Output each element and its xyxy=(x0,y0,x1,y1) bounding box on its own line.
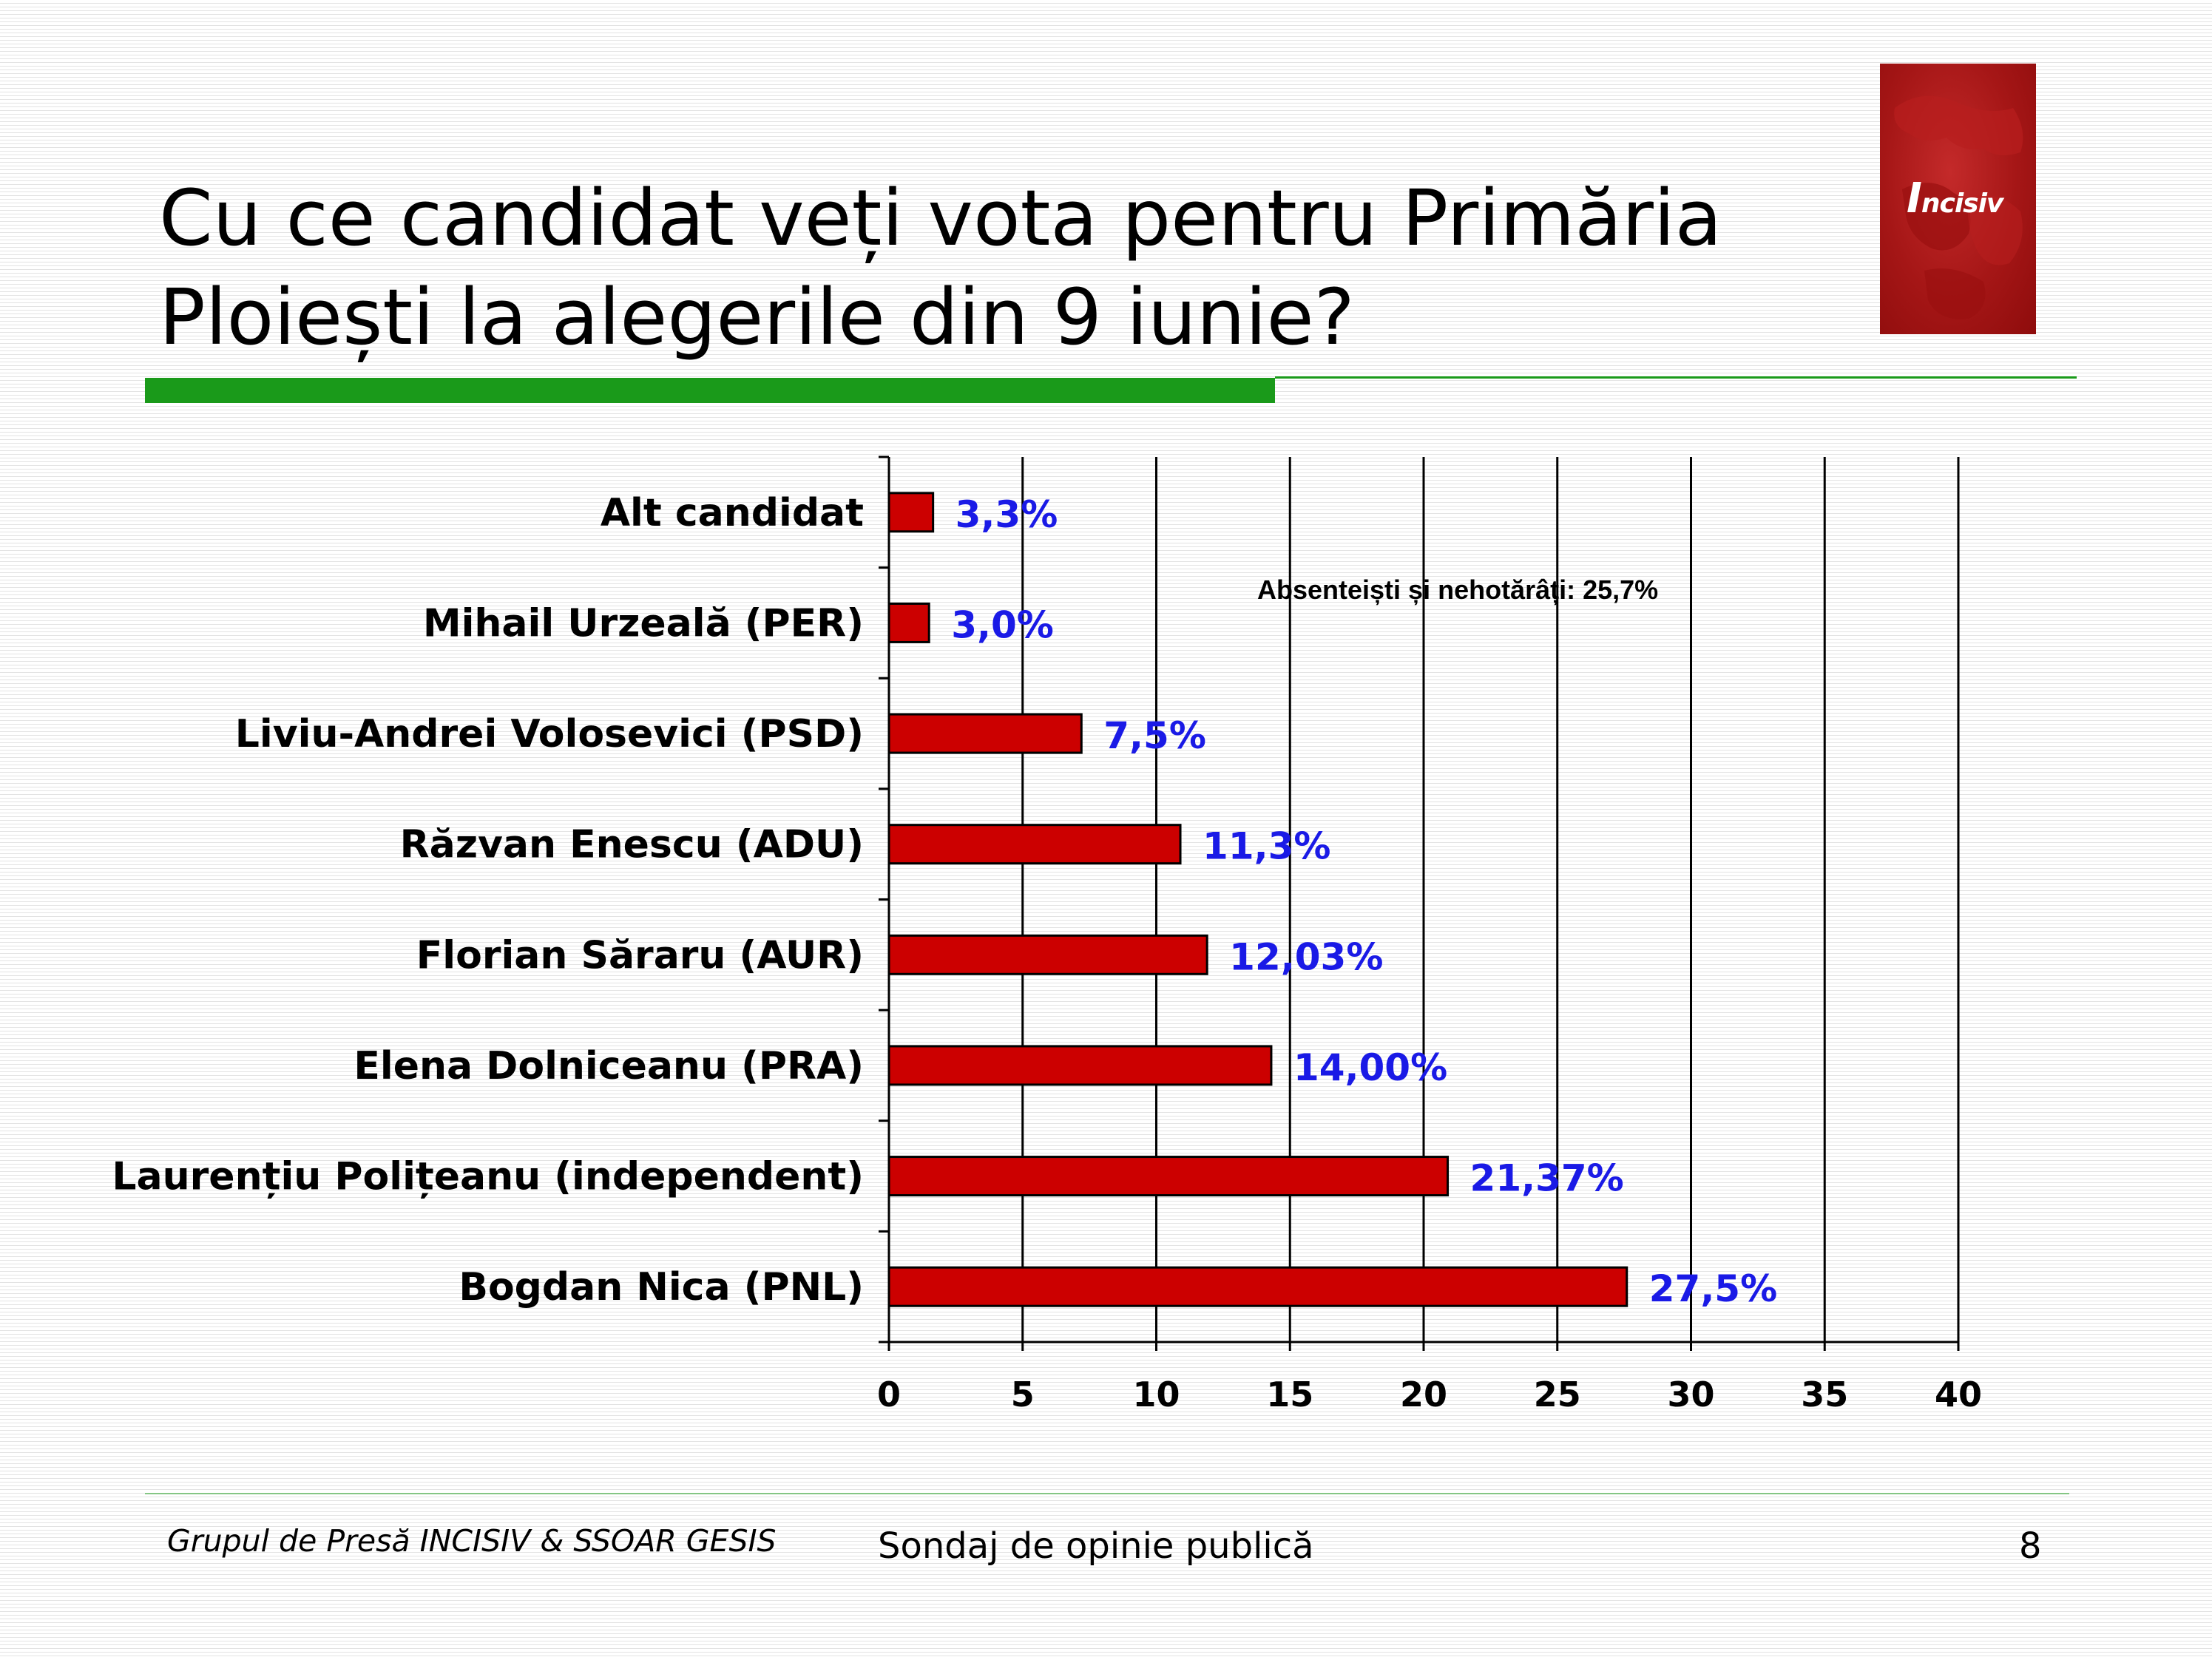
category-label: Bogdan Nica (PNL) xyxy=(459,1265,864,1309)
x-tick-label: 15 xyxy=(1266,1375,1313,1414)
x-tick-label: 35 xyxy=(1801,1375,1848,1414)
value-label: 27,5% xyxy=(1649,1267,1777,1310)
chart-category-labels: Alt candidat Mihail Urzeală (PER) Liviu-An… xyxy=(112,491,864,1309)
x-tick-label: 40 xyxy=(1935,1375,1982,1414)
value-label: 3,0% xyxy=(951,603,1054,646)
page-number: 8 xyxy=(2019,1525,2042,1567)
category-label: Florian Săraru (AUR) xyxy=(416,933,864,977)
x-tick-label: 10 xyxy=(1132,1375,1180,1414)
bar xyxy=(887,1045,1273,1086)
chart-bars xyxy=(887,492,1628,1307)
title-line-2: Ploiești la alegerile din 9 iunie? xyxy=(159,272,1355,362)
incisiv-logo: Incisiv xyxy=(1880,64,2036,334)
category-label: Alt candidat xyxy=(601,491,864,535)
bar xyxy=(887,1266,1628,1307)
x-tick-label: 25 xyxy=(1534,1375,1581,1414)
title-underline-thin xyxy=(1275,376,2077,379)
category-label: Laurențiu Polițeanu (independent) xyxy=(112,1155,864,1199)
value-label: 11,3% xyxy=(1203,825,1330,868)
chart-value-labels: 3,3% 3,0% 7,5% 11,3% 12,03% 14,00% 21,37% 27,5% xyxy=(951,493,1777,1310)
value-label: 3,3% xyxy=(956,493,1058,536)
x-tick-label: 30 xyxy=(1667,1375,1714,1414)
globe-map-icon xyxy=(1894,95,2023,319)
value-label: 12,03% xyxy=(1229,935,1383,978)
category-label: Liviu-Andrei Volosevici (PSD) xyxy=(235,712,864,756)
category-label: Răzvan Enescu (ADU) xyxy=(400,823,864,867)
logo-wordmark: Incisiv xyxy=(1907,174,2003,223)
x-tick-label: 0 xyxy=(877,1375,901,1414)
slide-title: Cu ce candidat veți vota pentru Primăria… xyxy=(159,169,1860,367)
category-label: Elena Dolniceanu (PRA) xyxy=(354,1044,864,1088)
title-line-1: Cu ce candidat veți vota pentru Primăria xyxy=(159,173,1722,263)
bar xyxy=(887,492,935,533)
value-label: 7,5% xyxy=(1103,714,1206,757)
x-tick-label: 5 xyxy=(1011,1375,1035,1414)
footer-publisher: Grupul de Presă INCISIV & SSOAR GESIS xyxy=(167,1523,777,1559)
x-tick-label: 20 xyxy=(1400,1375,1447,1414)
bar xyxy=(887,1156,1450,1197)
category-label: Mihail Urzeală (PER) xyxy=(423,601,864,645)
chart-tick-labels: 0 5 10 15 20 25 30 35 40 xyxy=(877,1375,1982,1414)
footer-divider xyxy=(145,1493,2069,1494)
chart-annotation: Absenteiști și nehotărâți: 25,7% xyxy=(1257,575,1658,606)
bar xyxy=(887,824,1182,865)
footer-survey-label: Sondaj de opinie publică xyxy=(878,1525,1314,1567)
value-label: 14,00% xyxy=(1293,1046,1447,1089)
title-underline-thick xyxy=(145,378,1275,403)
bar xyxy=(887,602,930,643)
value-label: 21,37% xyxy=(1470,1157,1624,1200)
bar xyxy=(887,713,1083,754)
bar xyxy=(887,934,1208,975)
